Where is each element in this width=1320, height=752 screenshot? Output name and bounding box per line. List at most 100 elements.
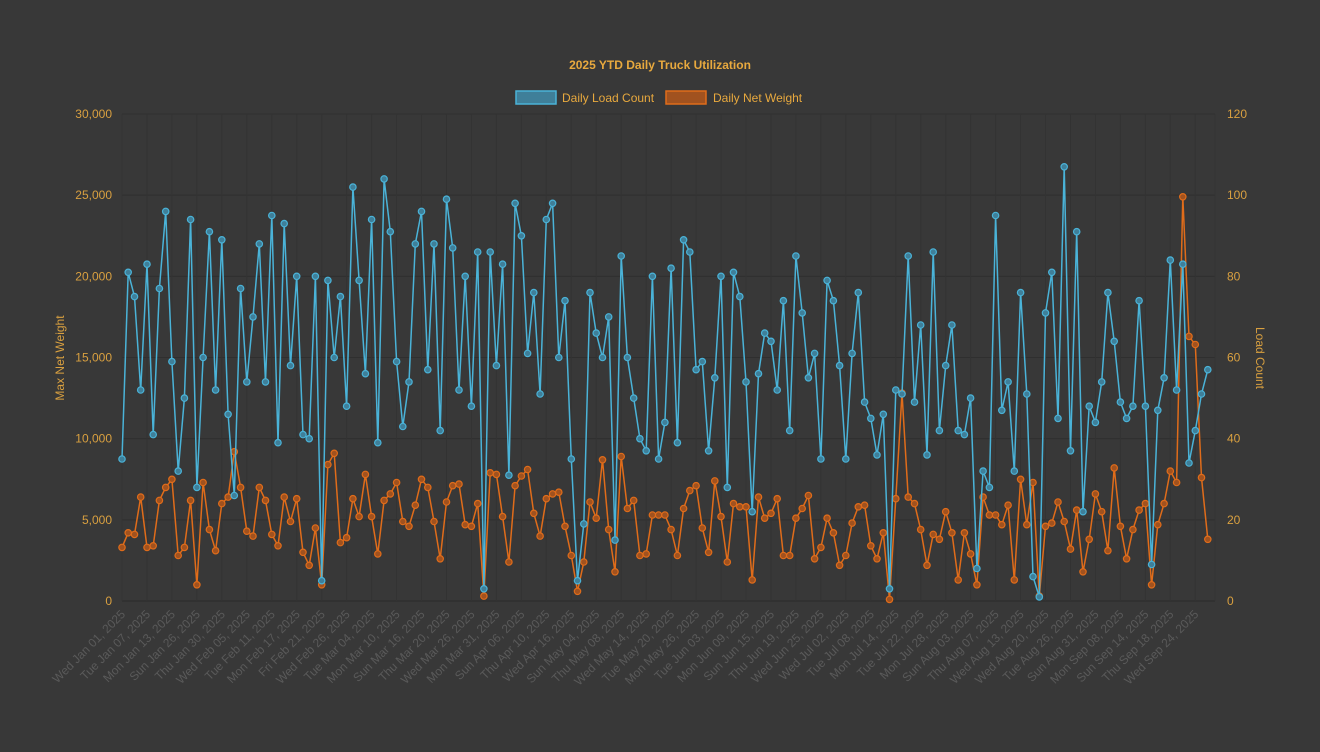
data-point[interactable] <box>598 353 607 362</box>
data-point[interactable] <box>336 292 345 301</box>
data-point[interactable] <box>935 426 944 435</box>
data-point[interactable] <box>623 353 632 362</box>
data-point[interactable] <box>342 402 351 411</box>
data-point[interactable] <box>810 349 819 358</box>
data-point[interactable] <box>243 378 251 386</box>
data-point[interactable] <box>885 595 894 604</box>
data-point[interactable] <box>1085 535 1094 544</box>
data-point[interactable] <box>517 472 526 480</box>
data-point[interactable] <box>923 451 931 459</box>
data-point[interactable] <box>1054 498 1062 506</box>
data-point[interactable] <box>817 543 825 552</box>
data-point[interactable] <box>236 284 245 293</box>
data-point[interactable] <box>760 329 769 337</box>
data-point[interactable] <box>748 576 757 584</box>
data-point[interactable] <box>723 483 732 492</box>
data-point[interactable] <box>898 390 906 398</box>
data-point[interactable] <box>218 236 226 244</box>
data-point[interactable] <box>948 321 956 329</box>
data-point[interactable] <box>174 551 183 560</box>
data-point[interactable] <box>155 496 164 505</box>
data-point[interactable] <box>617 452 626 461</box>
data-point[interactable] <box>199 353 207 362</box>
data-point[interactable] <box>929 530 938 539</box>
data-point[interactable] <box>299 430 307 439</box>
data-point[interactable] <box>1072 506 1081 514</box>
data-point[interactable] <box>629 394 638 402</box>
data-point[interactable] <box>717 512 725 521</box>
data-point[interactable] <box>923 561 931 570</box>
data-point[interactable] <box>267 530 276 539</box>
data-point[interactable] <box>723 558 732 566</box>
data-point[interactable] <box>1129 525 1137 534</box>
data-point[interactable] <box>866 541 875 550</box>
data-point[interactable] <box>692 365 700 374</box>
data-point[interactable] <box>642 550 651 558</box>
data-point[interactable] <box>498 260 507 269</box>
data-point[interactable] <box>1135 296 1143 305</box>
data-point[interactable] <box>1029 572 1037 581</box>
data-point[interactable] <box>205 227 214 236</box>
data-point[interactable] <box>854 288 863 297</box>
data-point[interactable] <box>361 369 370 378</box>
data-point[interactable] <box>941 361 950 370</box>
data-point[interactable] <box>299 548 307 557</box>
data-point[interactable] <box>611 567 619 576</box>
data-point[interactable] <box>592 329 601 337</box>
data-point[interactable] <box>529 288 538 297</box>
data-point[interactable] <box>667 264 675 273</box>
data-point[interactable] <box>579 558 588 566</box>
data-point[interactable] <box>954 576 963 584</box>
data-point[interactable] <box>1004 378 1012 386</box>
data-point[interactable] <box>386 490 395 498</box>
data-point[interactable] <box>810 554 819 563</box>
data-point[interactable] <box>991 211 1000 220</box>
data-point[interactable] <box>224 410 232 419</box>
data-point[interactable] <box>361 470 370 479</box>
data-point[interactable] <box>193 483 201 492</box>
data-point[interactable] <box>511 481 519 490</box>
data-point[interactable] <box>879 410 888 419</box>
data-point[interactable] <box>1091 418 1100 427</box>
data-point[interactable] <box>155 284 164 293</box>
data-point[interactable] <box>317 576 326 585</box>
data-point[interactable] <box>1048 268 1056 277</box>
data-point[interactable] <box>629 496 638 505</box>
data-point[interactable] <box>1066 545 1075 553</box>
data-point[interactable] <box>973 580 981 589</box>
data-point[interactable] <box>324 276 332 285</box>
data-point[interactable] <box>180 394 189 402</box>
data-point[interactable] <box>498 512 507 521</box>
data-point[interactable] <box>910 499 919 508</box>
data-point[interactable] <box>455 386 463 394</box>
data-point[interactable] <box>792 252 800 260</box>
data-point[interactable] <box>960 430 969 439</box>
data-point[interactable] <box>717 272 725 281</box>
data-point[interactable] <box>168 357 176 366</box>
data-point[interactable] <box>698 357 707 366</box>
data-point[interactable] <box>1110 464 1119 472</box>
data-point[interactable] <box>1154 406 1162 415</box>
data-point[interactable] <box>380 175 388 183</box>
data-point[interactable] <box>143 260 151 269</box>
data-point[interactable] <box>948 528 956 537</box>
data-point[interactable] <box>467 522 476 531</box>
data-point[interactable] <box>130 292 139 301</box>
data-point[interactable] <box>604 313 613 321</box>
data-point[interactable] <box>455 480 463 488</box>
data-point[interactable] <box>1072 227 1081 236</box>
data-point[interactable] <box>860 501 869 510</box>
data-point[interactable] <box>997 406 1006 415</box>
data-point[interactable] <box>891 494 900 503</box>
data-point[interactable] <box>473 499 482 508</box>
data-point[interactable] <box>941 507 950 516</box>
data-point[interactable] <box>1166 467 1175 475</box>
data-point[interactable] <box>1016 475 1025 484</box>
data-point[interactable] <box>355 276 363 285</box>
data-point[interactable] <box>823 514 831 523</box>
data-point[interactable] <box>1166 256 1175 264</box>
data-point[interactable] <box>1079 507 1087 516</box>
data-point[interactable] <box>760 514 769 523</box>
data-point[interactable] <box>1004 501 1012 510</box>
data-point[interactable] <box>673 438 682 447</box>
